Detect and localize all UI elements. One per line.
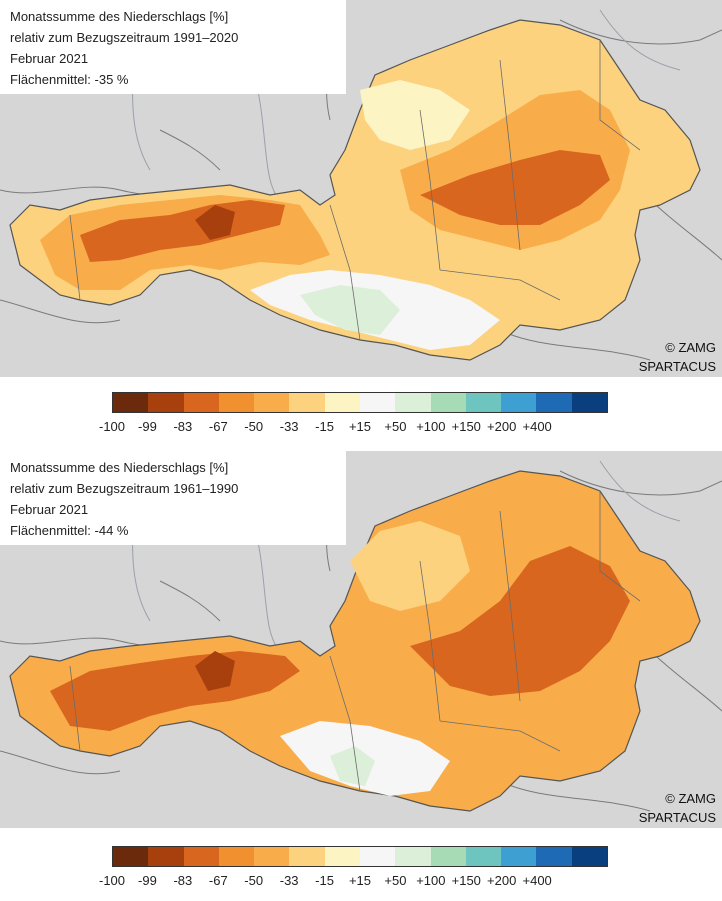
legend-color-bar [112,392,608,413]
wet-zone [330,746,375,786]
legend-swatch [218,393,255,412]
extreme-dry-spot [195,205,235,240]
legend-tick: -99 [138,873,157,888]
legend-tick: -67 [208,419,228,434]
legend-tick: +15 [348,873,372,888]
legend-swatch [359,847,396,866]
state-borders [69,491,641,792]
map-title: Monatssumme des Niederschlags [%] [10,9,229,24]
map-title: Monatssumme des Niederschlags [%] [10,460,229,475]
legend-tick: +100 [416,873,446,888]
legend-swatch [359,393,396,412]
extreme-dry-spot [195,651,235,691]
reference-period: relativ zum Bezugszeitraum 1961–1990 [10,481,239,496]
legend-ticks: -100 -99 -83 -67 -50 -33 -15 +15 +50 +10… [99,873,608,893]
credit-zamg: © ZAMG [665,340,716,355]
legend-tick: -100 [98,419,126,434]
legend-tick: +50 [384,873,407,888]
legend-tick: -83 [173,419,193,434]
legend-tick: +100 [416,419,446,434]
legend-swatch [501,393,537,412]
credit: © ZAMG SPARTACUS [639,789,716,827]
legend-swatch [536,393,572,412]
legend-swatch [183,393,219,412]
legend-swatch [501,847,537,866]
legend-swatch [183,847,219,866]
credit-spartacus: SPARTACUS [638,359,716,374]
legend-swatch [218,847,255,866]
color-legend: -100 -99 -83 -67 -50 -33 -15 +15 +50 +10… [99,392,608,439]
legend-swatch [395,393,431,412]
austria-precipitation-map [0,0,722,361]
legend-tick: +150 [451,419,481,434]
legend-tick: -83 [173,873,193,888]
legend-swatch [430,847,466,866]
legend-tick: -50 [244,873,264,888]
legend-swatch [571,393,607,412]
map-panel-1961-1990: Monatssumme des Niederschlags [%] relati… [0,451,722,901]
legend-tick: +200 [487,419,517,434]
austria-base [9,470,701,812]
legend-swatch [148,847,184,866]
legend-tick: -33 [279,873,299,888]
austria-precipitation-map [0,451,722,812]
near-normal-zone [360,80,470,150]
legend-tick: -33 [279,419,299,434]
legend-swatch [465,847,502,866]
legend-swatch [289,393,325,412]
legend-swatch [571,847,607,866]
legend-swatch [430,393,466,412]
very-dry-zone-east [420,150,610,225]
month-label: Februar 2021 [10,502,89,517]
legend-swatch [324,847,360,866]
legend-tick: -15 [315,873,334,888]
legend-swatch [465,393,502,412]
area-mean: Flächenmittel: -44 % [10,523,129,538]
very-dry-zone [50,651,300,731]
legend-swatch [324,393,360,412]
legend-color-bar [112,846,608,867]
legend-tick: +15 [348,419,372,434]
map-panel-1991-2020: Monatssumme des Niederschlags [%] relati… [0,0,722,450]
legend-swatch [113,393,149,412]
area-mean: Flächenmittel: -35 % [10,72,129,87]
legend-tick: -99 [138,419,157,434]
legend-swatch [289,847,325,866]
state-borders [69,40,641,341]
very-dry-zone-east [410,546,630,696]
legend-tick: +200 [487,873,517,888]
legend-tick: +150 [451,873,481,888]
legend-swatch [254,847,290,866]
precipitation-map: Monatssumme des Niederschlags [%] relati… [0,451,722,828]
legend-tick: -67 [208,873,228,888]
legend-swatch [254,393,290,412]
credit-spartacus: SPARTACUS [638,810,716,825]
legend-ticks: -100 -99 -83 -67 -50 -33 -15 +15 +50 +10… [99,419,608,439]
credit-zamg: © ZAMG [665,791,716,806]
legend-tick: +400 [522,873,552,888]
moderate-dry-zone [350,521,470,611]
color-legend: -100 -99 -83 -67 -50 -33 -15 +15 +50 +10… [99,846,608,893]
legend-swatch [148,393,184,412]
precipitation-map: Monatssumme des Niederschlags [%] relati… [0,0,722,377]
legend-swatch [536,847,572,866]
month-label: Februar 2021 [10,51,89,66]
legend-tick: -15 [315,419,334,434]
legend-tick: +50 [384,419,407,434]
legend-tick: +400 [522,419,552,434]
wet-zone [300,285,400,335]
map-info-box: Monatssumme des Niederschlags [%] relati… [0,0,346,94]
legend-tick: -100 [98,873,126,888]
legend-tick: -50 [244,419,264,434]
legend-swatch [395,847,431,866]
map-info-box: Monatssumme des Niederschlags [%] relati… [0,451,346,545]
legend-swatch [113,847,149,866]
credit: © ZAMG SPARTACUS [639,338,716,376]
reference-period: relativ zum Bezugszeitraum 1991–2020 [10,30,239,45]
